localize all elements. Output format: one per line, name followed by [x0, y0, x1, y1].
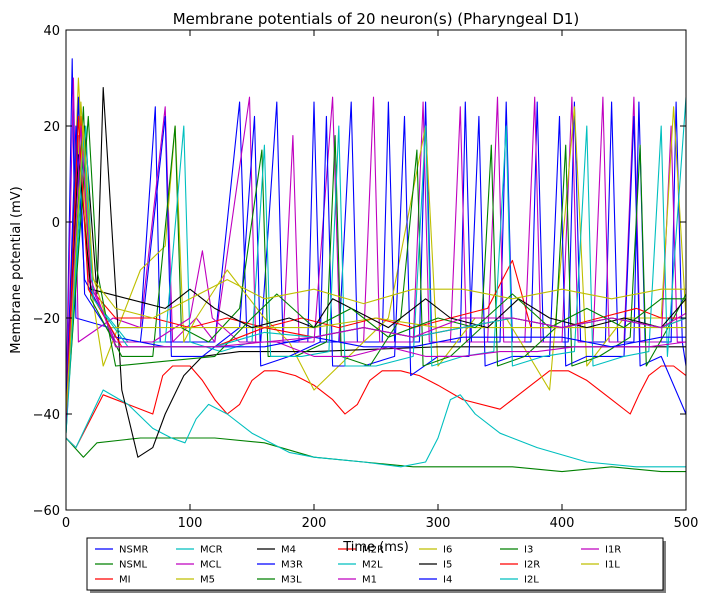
legend: NSMR NSML MI MCR MCL M5 M4 M3R M3L M2R M2L M1 I6 I5 I4… — [86, 537, 666, 593]
legend-label: M5 — [200, 575, 215, 586]
series-line-m3r — [66, 96, 686, 424]
legend-entries: NSMR NSML MI MCR MCL M5 M4 M3R M3L M2R M2L M1 I6 I5 I4… — [95, 545, 621, 586]
series-line-i1l — [66, 125, 686, 415]
legend-label: MCR — [200, 545, 223, 556]
x-tick-label: 0 — [62, 516, 70, 531]
y-tick-label: 20 — [43, 120, 60, 135]
legend-label: I5 — [443, 560, 452, 571]
legend-entry-i1l: I1L — [581, 560, 620, 571]
legend-label: I2L — [524, 575, 539, 586]
y-tick-label: −40 — [33, 408, 60, 423]
legend-label: M3R — [281, 560, 303, 571]
legend-entry-i2l: I2L — [500, 575, 539, 586]
legend-entry-mi: MI — [95, 575, 131, 586]
y-tick-label: 40 — [43, 24, 60, 39]
legend-label: I3 — [524, 545, 533, 556]
legend-entry-m4: M4 — [257, 545, 296, 556]
x-tick-label: 300 — [426, 516, 451, 531]
y-tick-label: −20 — [33, 312, 60, 327]
y-axis-label: Membrane potential (mV) — [9, 186, 24, 353]
series-line-m1 — [66, 135, 686, 424]
series-line-i1r — [66, 125, 686, 424]
legend-label: I4 — [443, 575, 452, 586]
legend-label: I1R — [605, 545, 621, 556]
x-tick-label: 500 — [674, 516, 699, 531]
legend-entry-i6: I6 — [419, 545, 452, 556]
legend-label: M4 — [281, 545, 296, 556]
series-line-mcl — [66, 77, 686, 415]
legend-entry-i5: I5 — [419, 560, 452, 571]
legend-label: M2L — [362, 560, 383, 571]
legend-entry-m3r: M3R — [257, 560, 303, 571]
legend-label: M2R — [362, 545, 384, 556]
legend-entry-m1: M1 — [338, 575, 377, 586]
legend-label: NSML — [119, 560, 147, 571]
legend-label: I2R — [524, 560, 540, 571]
series-line-mi — [66, 365, 686, 449]
legend-entry-nsmr: NSMR — [95, 545, 148, 556]
legend-entry-mcr: MCR — [176, 545, 223, 556]
x-tick-label: 200 — [302, 516, 327, 531]
legend-entry-m3l: M3L — [257, 575, 302, 586]
x-axis-label: Time (ms) — [342, 540, 409, 555]
legend-entry-i1r: I1R — [581, 545, 621, 556]
legend-entry-i2r: I2R — [500, 560, 540, 571]
legend-entry-i4: I4 — [419, 575, 452, 586]
series-line-m5 — [66, 77, 686, 415]
chart-title: Membrane potentials of 20 neuron(s) (Pha… — [173, 10, 580, 28]
series-line-i5 — [66, 154, 686, 424]
legend-label: I6 — [443, 545, 452, 556]
legend-entry-m5: M5 — [176, 575, 215, 586]
legend-label: M1 — [362, 575, 377, 586]
legend-entry-i3: I3 — [500, 545, 533, 556]
series-line-i3 — [66, 115, 686, 424]
series-line-nsmr — [66, 58, 686, 415]
legend-entry-m2r: M2R — [338, 545, 384, 556]
legend-entry-m2l: M2L — [338, 560, 383, 571]
series-line-mcr — [66, 389, 686, 468]
legend-label: I1L — [605, 560, 620, 571]
legend-label: MCL — [200, 560, 222, 571]
legend-entry-nsml: NSML — [95, 560, 147, 571]
legend-label: NSMR — [119, 545, 148, 556]
x-tick-label: 100 — [178, 516, 203, 531]
plot-area-frame — [65, 29, 687, 511]
legend-entry-mcl: MCL — [176, 560, 222, 571]
x-tick-label: 400 — [550, 516, 575, 531]
legend-label: MI — [119, 575, 131, 586]
y-tick-label: 0 — [52, 216, 60, 231]
y-tick-label: −60 — [33, 504, 60, 519]
legend-label: M3L — [281, 575, 302, 586]
series-layer — [66, 58, 686, 473]
